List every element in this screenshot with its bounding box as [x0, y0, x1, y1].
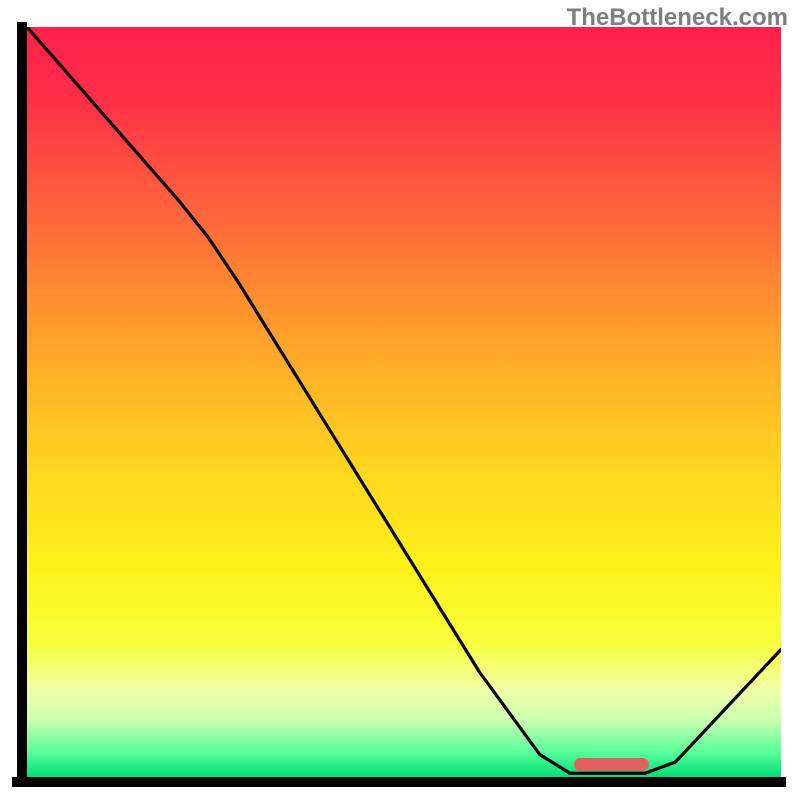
optimum-marker: [574, 758, 649, 771]
watermark-text: TheBottleneck.com: [567, 4, 788, 32]
bottleneck-curve: [27, 27, 781, 777]
plot-area: [27, 27, 781, 777]
figure-root: TheBottleneck.com: [0, 0, 800, 800]
